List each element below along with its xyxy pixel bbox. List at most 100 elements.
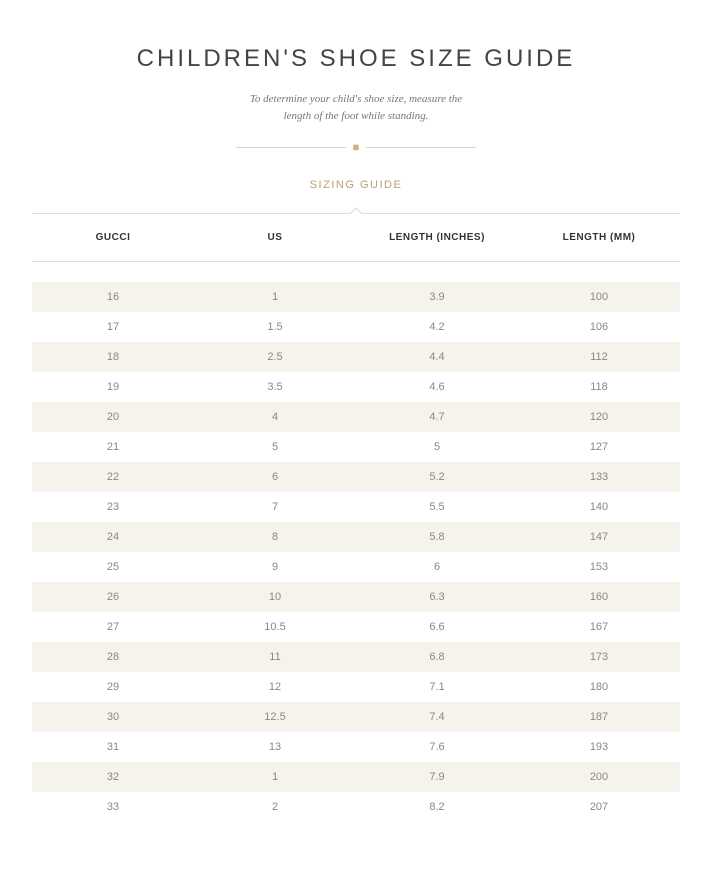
table-cell: 20 [32, 411, 194, 423]
table-cell: 3.9 [356, 291, 518, 303]
table-row: 29127.1180 [32, 672, 680, 702]
table-cell: 7.6 [356, 741, 518, 753]
table-row: 3328.2207 [32, 792, 680, 822]
table-cell: 5.2 [356, 471, 518, 483]
table-cell: 7 [194, 501, 356, 513]
table-cell: 25 [32, 561, 194, 573]
table-cell: 5 [356, 441, 518, 453]
table-cell: 133 [518, 471, 680, 483]
tab-bar: SIZING GUIDE [0, 175, 712, 193]
table-cell: 6.6 [356, 621, 518, 633]
divider-line-right [366, 147, 476, 148]
size-table: GUCCI US LENGTH (INCHES) LENGTH (MM) 161… [32, 214, 680, 822]
table-row: 2375.5140 [32, 492, 680, 522]
divider-line-left [236, 147, 346, 148]
table-cell: 28 [32, 651, 194, 663]
table-cell: 112 [518, 351, 680, 363]
table-cell: 207 [518, 801, 680, 813]
table-row: 2155127 [32, 432, 680, 462]
table-cell: 4.7 [356, 411, 518, 423]
table-cell: 6.8 [356, 651, 518, 663]
table-cell: 18 [32, 351, 194, 363]
table-row: 31137.6193 [32, 732, 680, 762]
table-row: 1613.9100 [32, 282, 680, 312]
table-row: 2485.8147 [32, 522, 680, 552]
table-cell: 7.1 [356, 681, 518, 693]
table-cell: 2.5 [194, 351, 356, 363]
table-cell: 3.5 [194, 381, 356, 393]
table-row: 3012.57.4187 [32, 702, 680, 732]
table-cell: 147 [518, 531, 680, 543]
table-cell: 12.5 [194, 711, 356, 723]
table-cell: 11 [194, 651, 356, 663]
table-cell: 6 [194, 471, 356, 483]
table-cell: 16 [32, 291, 194, 303]
table-cell: 160 [518, 591, 680, 603]
table-cell: 120 [518, 411, 680, 423]
table-cell: 8.2 [356, 801, 518, 813]
table-cell: 6.3 [356, 591, 518, 603]
table-row: 182.54.4112 [32, 342, 680, 372]
table-header-row: GUCCI US LENGTH (INCHES) LENGTH (MM) [32, 214, 680, 261]
table-row: 2265.2133 [32, 462, 680, 492]
table-cell: 1 [194, 771, 356, 783]
table-cell: 10.5 [194, 621, 356, 633]
table-cell: 180 [518, 681, 680, 693]
col-header-gucci: GUCCI [32, 232, 194, 243]
table-cell: 22 [32, 471, 194, 483]
table-cell: 4.2 [356, 321, 518, 333]
table-cell: 31 [32, 741, 194, 753]
table-cell: 100 [518, 291, 680, 303]
table-cell: 24 [32, 531, 194, 543]
table-cell: 21 [32, 441, 194, 453]
table-cell: 6 [356, 561, 518, 573]
table-cell: 127 [518, 441, 680, 453]
table-cell: 167 [518, 621, 680, 633]
table-cell: 9 [194, 561, 356, 573]
ornament-divider: ◆ [0, 142, 712, 153]
table-row: 193.54.6118 [32, 372, 680, 402]
header-rule [32, 261, 680, 262]
table-cell: 7.9 [356, 771, 518, 783]
page-title: CHILDREN'S SHOE SIZE GUIDE [0, 45, 712, 73]
table-cell: 1 [194, 291, 356, 303]
table-cell: 5.8 [356, 531, 518, 543]
table-cell: 26 [32, 591, 194, 603]
table-cell: 2 [194, 801, 356, 813]
table-cell: 13 [194, 741, 356, 753]
diamond-icon: ◆ [349, 141, 362, 154]
table-row: 2596153 [32, 552, 680, 582]
tab-sizing-guide[interactable]: SIZING GUIDE [310, 179, 403, 191]
table-cell: 1.5 [194, 321, 356, 333]
table-cell: 19 [32, 381, 194, 393]
page-subtitle: To determine your child's shoe size, mea… [0, 91, 712, 124]
table-cell: 23 [32, 501, 194, 513]
table-cell: 30 [32, 711, 194, 723]
table-cell: 187 [518, 711, 680, 723]
table-cell: 118 [518, 381, 680, 393]
table-cell: 193 [518, 741, 680, 753]
table-row: 2710.56.6167 [32, 612, 680, 642]
table-cell: 4.4 [356, 351, 518, 363]
table-cell: 153 [518, 561, 680, 573]
table-cell: 173 [518, 651, 680, 663]
table-cell: 4 [194, 411, 356, 423]
table-cell: 33 [32, 801, 194, 813]
table-row: 3217.9200 [32, 762, 680, 792]
table-row: 2044.7120 [32, 402, 680, 432]
table-cell: 5 [194, 441, 356, 453]
table-cell: 106 [518, 321, 680, 333]
col-header-us: US [194, 232, 356, 243]
subtitle-line-1: To determine your child's shoe size, mea… [250, 93, 462, 105]
tab-caret-inner [350, 209, 362, 215]
table-row: 28116.8173 [32, 642, 680, 672]
table-cell: 200 [518, 771, 680, 783]
table-cell: 10 [194, 591, 356, 603]
table-cell: 7.4 [356, 711, 518, 723]
table-row: 26106.3160 [32, 582, 680, 612]
table-cell: 32 [32, 771, 194, 783]
col-header-length-inches: LENGTH (INCHES) [356, 232, 518, 243]
table-cell: 5.5 [356, 501, 518, 513]
table-body: 1613.9100171.54.2106182.54.4112193.54.61… [32, 282, 680, 822]
table-cell: 29 [32, 681, 194, 693]
